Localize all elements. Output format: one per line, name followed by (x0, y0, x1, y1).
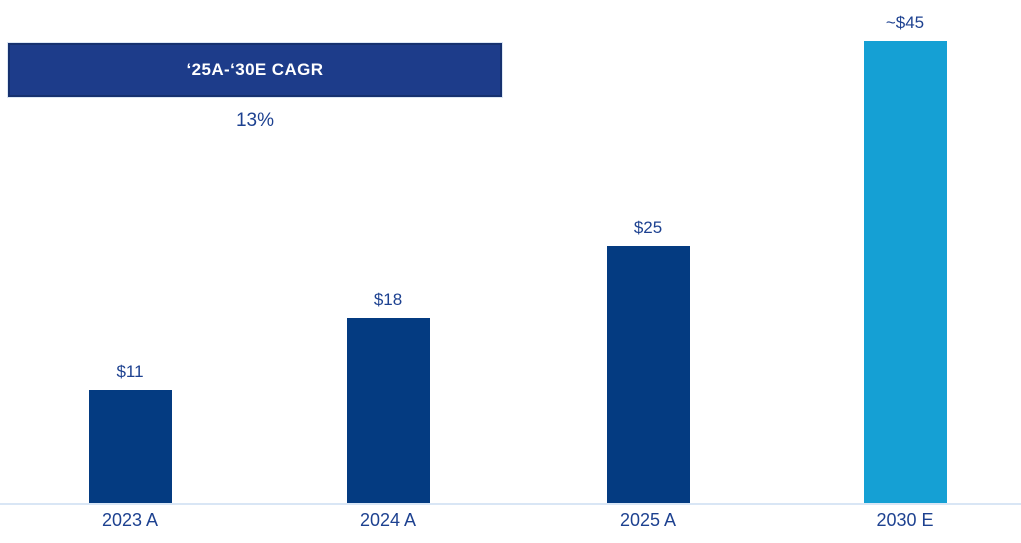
x-axis-tick-label: 2025 A (619, 510, 677, 530)
x-axis-tick-label: 2023 A (101, 510, 159, 530)
bar (346, 318, 430, 503)
bar (606, 246, 690, 503)
x-axis-line (0, 503, 1021, 505)
bar-value-label: ~$45 (885, 13, 925, 32)
cagr-value: 13% (235, 110, 275, 131)
bar (863, 41, 947, 503)
x-axis-tick-label: 2030 E (876, 510, 934, 530)
cagr-banner-label: ‘25A-‘30E CAGR (186, 60, 324, 79)
cagr-banner: ‘25A-‘30E CAGR (7, 42, 503, 98)
x-axis-tick-label: 2024 A (359, 510, 417, 530)
bar-value-label: $25 (633, 218, 663, 237)
bar-value-label: $11 (116, 362, 144, 381)
bar-value-label: $18 (373, 290, 403, 309)
bar (88, 390, 172, 503)
